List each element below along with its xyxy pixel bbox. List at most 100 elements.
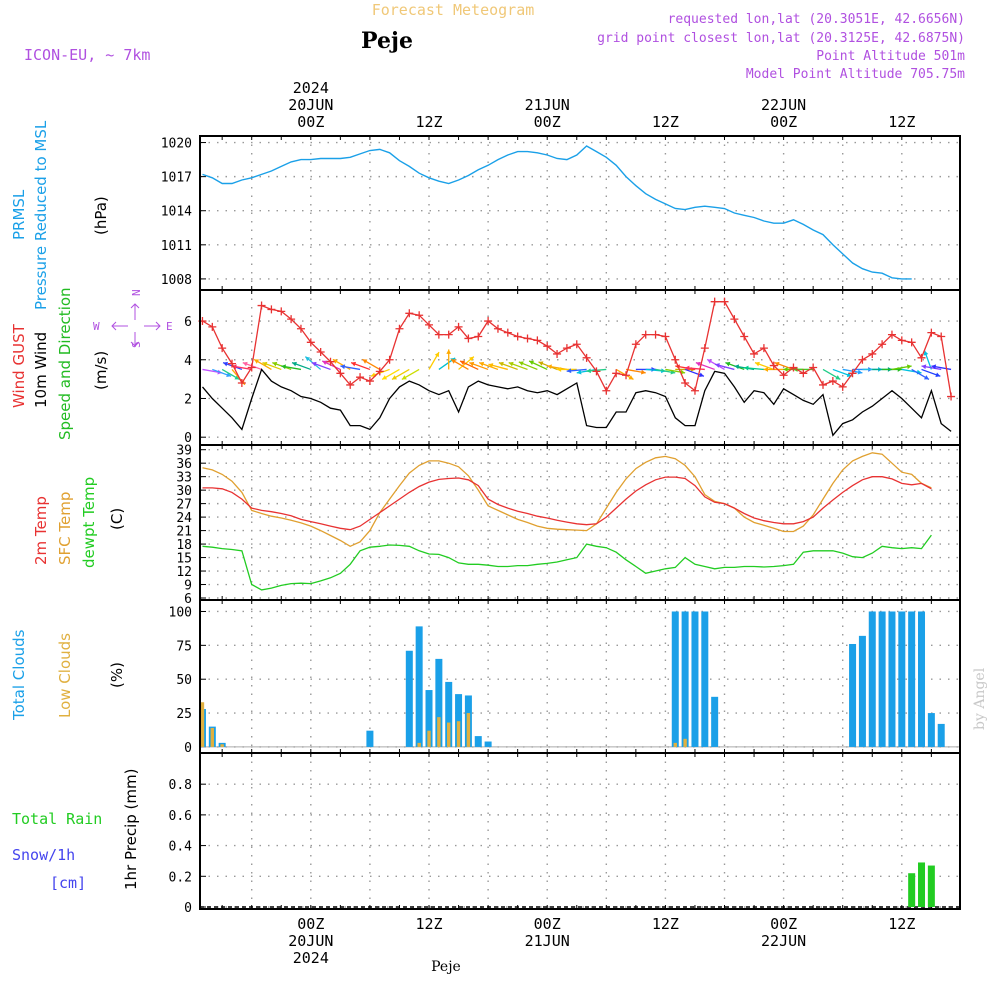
- temp-unit: (C): [108, 508, 126, 530]
- precip-label-rain: Total Rain: [12, 810, 102, 828]
- wind-arrow-head: [351, 361, 357, 367]
- wind-arrow-head: [468, 356, 474, 362]
- y-tick-label: 0: [184, 431, 192, 446]
- wind-arrow-head: [538, 361, 544, 366]
- total-cloud-bar: [671, 611, 679, 747]
- temp-ylabel-dewpt: dewpt Temp: [80, 477, 98, 568]
- gust-marker: [493, 324, 502, 333]
- requested-point: requested lon,lat (20.3051E, 42.6656N): [668, 12, 965, 27]
- y-tick-label: 15: [176, 552, 192, 567]
- total-cloud-bar: [868, 611, 876, 747]
- gust-marker: [533, 336, 542, 345]
- low-cloud-bar: [447, 722, 451, 747]
- wind-arrow-head: [547, 364, 552, 370]
- gust-marker: [868, 349, 877, 358]
- wind-arrow-head: [556, 367, 562, 372]
- gust-marker: [582, 353, 591, 362]
- sfc-temp-series: [202, 452, 932, 548]
- y-tick-label: 1020: [161, 137, 192, 152]
- gust-marker: [799, 369, 808, 378]
- wind-arrow-head: [835, 375, 841, 380]
- precip-label-snow: Snow/1h: [12, 846, 75, 864]
- panel-frame-clouds: [199, 599, 961, 754]
- low-cloud-bar: [673, 742, 677, 747]
- total-cloud-bar: [849, 643, 857, 747]
- bottom-time-label: 21JUN: [525, 932, 570, 950]
- footer-location: Peje: [431, 959, 461, 975]
- y-tick-label: 1011: [161, 239, 192, 254]
- wind-arrow-head: [715, 363, 720, 368]
- clouds-unit: (%): [108, 662, 126, 688]
- gust-marker: [789, 363, 798, 372]
- wind-arrow-head: [451, 359, 457, 364]
- gust-marker: [661, 332, 670, 341]
- wind-arrow-head: [391, 375, 397, 380]
- wind-arrow-head: [305, 356, 311, 362]
- gust-marker: [395, 324, 404, 333]
- pressure-series: [202, 145, 912, 280]
- wind-arrow-head: [226, 372, 232, 378]
- gust-marker: [681, 378, 690, 387]
- gust-marker: [809, 363, 818, 372]
- wind-arrow-head: [529, 360, 535, 366]
- wind-ylabel-speed: 10m Wind: [32, 332, 50, 408]
- gust-marker: [927, 328, 936, 337]
- y-tick-label: 24: [176, 511, 192, 526]
- low-cloud-bar: [466, 713, 471, 747]
- gust-marker: [937, 332, 946, 341]
- clouds-ylabel-total: Total Clouds: [10, 629, 28, 721]
- dewpoint-series: [202, 534, 932, 591]
- temp-ylabel-sfc: SFC Temp: [56, 492, 74, 565]
- bottom-time-label: 20JUN: [288, 932, 333, 950]
- gust-marker: [316, 348, 325, 357]
- wind-arrow-head: [921, 364, 927, 370]
- pressure-ylabel-1: PRMSL: [10, 189, 28, 240]
- gust-marker: [218, 344, 227, 353]
- panel-frame-precip: [199, 752, 961, 910]
- y-tick-label: 33: [176, 471, 192, 486]
- gust-marker: [562, 344, 571, 353]
- gust-marker: [700, 344, 709, 353]
- wind-arrow-head: [566, 368, 572, 374]
- gust-marker: [631, 340, 640, 349]
- wind-arrow-head: [906, 364, 912, 370]
- wind-arrow-head: [923, 350, 929, 356]
- precip-label-unit: [cm]: [50, 874, 86, 892]
- low-cloud-bar: [427, 730, 431, 747]
- total-cloud-bar: [435, 658, 443, 747]
- wind-arrow-head: [469, 361, 475, 367]
- rain-bar: [927, 865, 935, 907]
- total-cloud-bar: [455, 694, 463, 747]
- y-tick-label: 6: [184, 315, 192, 330]
- gust-marker: [306, 338, 315, 347]
- wind-arrow-head: [292, 361, 297, 367]
- gust-marker: [651, 330, 660, 339]
- gust-marker: [690, 386, 699, 395]
- top-time-label: 20JUN: [288, 96, 333, 114]
- low-cloud-bar: [437, 717, 441, 747]
- wind-arrow-head: [783, 367, 788, 372]
- low-cloud-bar: [456, 721, 461, 747]
- panel-clouds: 0 25 50 75 100: [169, 600, 960, 756]
- wind-ylabel-direction: Speed and Direction: [56, 287, 74, 440]
- gust-marker: [365, 377, 374, 386]
- y-tick-label: 25: [176, 707, 192, 722]
- wind-arrow-head: [698, 372, 704, 378]
- wind-arrow-head: [763, 367, 769, 372]
- y-tick-label: 6: [184, 592, 192, 607]
- compass-w: W: [93, 320, 100, 333]
- gust-marker: [671, 355, 680, 364]
- gust-marker: [769, 361, 778, 370]
- credit-text: by Angel: [972, 667, 988, 730]
- gust-marker: [375, 367, 384, 376]
- total-cloud-bar: [888, 611, 896, 747]
- y-tick-label: 0: [184, 741, 192, 756]
- gust-marker: [907, 338, 916, 347]
- gust-marker: [917, 353, 926, 362]
- y-tick-label: 9: [184, 579, 192, 594]
- wind-arrow-head: [640, 369, 646, 375]
- y-tick-label: 50: [176, 673, 192, 688]
- y-tick-label: 1008: [161, 273, 192, 288]
- gust-marker: [947, 392, 956, 401]
- gust-marker: [356, 373, 365, 382]
